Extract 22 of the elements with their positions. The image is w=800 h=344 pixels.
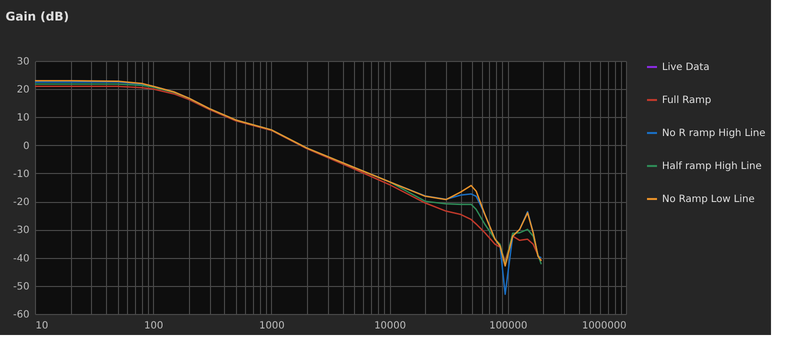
x-tick-label: 100 [144,320,164,332]
legend-label: No Ramp Low Line [662,194,755,205]
x-tick-label: 10 [36,320,48,332]
legend-label: No R ramp High Line [662,128,766,139]
y-tick-label: -50 [13,281,30,292]
y-axis-title: Gain (dB) [6,10,69,24]
y-tick-label: 0 [23,140,30,152]
x-tick-label: 1000000 [582,320,626,332]
legend-label: Live Data [662,62,710,73]
y-tick-label: -60 [13,310,30,320]
y-tick-label: -40 [13,253,30,264]
x-tick-label: 10000 [374,320,406,332]
y-tick-label: -20 [13,197,30,208]
x-tick-label: 1000 [259,320,285,332]
y-tick-label: -30 [13,225,30,236]
y-tick-label: 30 [16,56,30,68]
y-tick-label: 20 [16,84,30,96]
legend-label: Full Ramp [662,95,712,106]
y-tick-label: 10 [16,112,30,124]
legend-label: Half ramp High Line [662,161,762,172]
y-tick-label: -10 [13,168,30,180]
x-tick-label: 100000 [489,320,528,332]
